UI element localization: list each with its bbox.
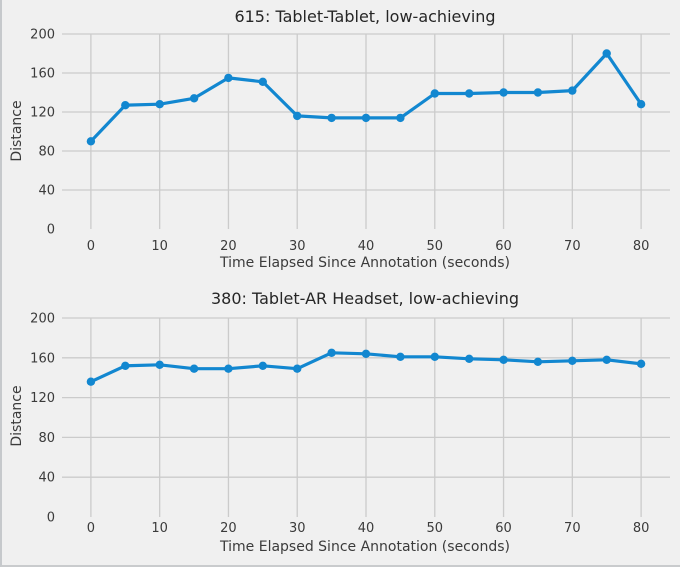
x-tick-label: 30 xyxy=(289,239,306,254)
data-point xyxy=(499,355,508,364)
data-point xyxy=(636,359,646,368)
data-point xyxy=(224,364,233,373)
chart-title: 615: Tablet-Tablet, low-achieving xyxy=(234,7,495,26)
y-tick-label: 40 xyxy=(38,184,55,199)
x-axis-label: Time Elapsed Since Annotation (seconds) xyxy=(219,539,510,555)
x-tick-label: 20 xyxy=(220,239,237,254)
y-tick-label: 80 xyxy=(38,145,55,160)
x-tick-label: 20 xyxy=(220,521,237,536)
y-tick-label: 200 xyxy=(30,28,55,43)
x-tick-label: 30 xyxy=(289,521,306,536)
data-point xyxy=(293,111,302,121)
x-tick-label: 0 xyxy=(87,521,95,536)
gridlines xyxy=(62,33,670,229)
data-point xyxy=(155,360,164,369)
x-tick-label: 0 xyxy=(87,239,95,254)
y-tick-label: 0 xyxy=(47,511,55,526)
x-tick-label: 60 xyxy=(495,521,512,536)
y-tick-label: 80 xyxy=(38,431,55,446)
chart-title: 380: Tablet-AR Headset, low-achieving xyxy=(211,289,519,308)
y-tick-label: 120 xyxy=(30,391,55,406)
y-axis-label: Distance xyxy=(9,385,25,446)
chart-tablet-tablet: 0 10 20 30 40 50 60 70 80 0 40 80 120 160 200 615: Ta… xyxy=(9,7,670,271)
data-point xyxy=(224,73,233,83)
data-point xyxy=(602,49,611,58)
data-point xyxy=(361,113,371,123)
data-point xyxy=(533,357,543,366)
x-tick-label: 70 xyxy=(564,239,581,254)
x-tick-label: 40 xyxy=(358,521,375,536)
data-point xyxy=(327,348,336,357)
y-axis-label: Distance xyxy=(9,100,25,161)
y-tick-label: 120 xyxy=(30,106,55,121)
data-point xyxy=(430,352,439,361)
data-point xyxy=(602,355,611,364)
y-tick-label: 0 xyxy=(47,223,55,238)
series-line-group xyxy=(86,348,646,386)
data-point xyxy=(533,88,543,97)
series-line-group xyxy=(86,49,646,146)
data-point xyxy=(86,377,96,386)
data-point xyxy=(121,361,130,370)
x-tick-labels: 0 10 20 30 40 50 60 70 80 xyxy=(87,521,650,536)
data-point xyxy=(636,100,646,109)
data-point xyxy=(189,94,199,103)
data-point xyxy=(361,349,371,358)
data-point xyxy=(258,361,267,370)
data-point xyxy=(86,137,96,146)
x-tick-label: 60 xyxy=(495,239,512,254)
y-tick-label: 40 xyxy=(38,471,55,486)
y-tick-labels: 0 40 80 120 160 200 xyxy=(30,28,55,238)
y-tick-labels: 0 40 80 120 160 200 xyxy=(30,312,55,526)
y-tick-label: 160 xyxy=(30,351,55,366)
data-point xyxy=(568,356,577,365)
chart-tablet-ar-headset: 0 10 20 30 40 50 60 70 80 0 40 80 120 160 200 380: Ta… xyxy=(9,289,670,555)
gridlines xyxy=(62,317,670,517)
data-point xyxy=(465,89,474,98)
x-tick-label: 50 xyxy=(427,521,444,536)
x-tick-label: 80 xyxy=(633,239,650,254)
x-tick-label: 10 xyxy=(151,521,168,536)
data-point xyxy=(155,100,164,109)
x-tick-label: 80 xyxy=(633,521,650,536)
data-point xyxy=(396,113,405,123)
x-tick-label: 10 xyxy=(151,239,168,254)
data-point xyxy=(465,354,474,363)
data-point xyxy=(121,101,130,110)
data-point xyxy=(293,364,302,373)
data-point xyxy=(189,364,199,373)
y-tick-label: 200 xyxy=(30,312,55,327)
data-point xyxy=(327,113,336,123)
data-point xyxy=(430,89,439,98)
data-point xyxy=(568,86,577,95)
data-point xyxy=(499,88,508,97)
data-point xyxy=(258,77,267,87)
x-tick-labels: 0 10 20 30 40 50 60 70 80 xyxy=(87,239,650,254)
y-tick-label: 160 xyxy=(30,67,55,82)
x-tick-label: 40 xyxy=(358,239,375,254)
data-point xyxy=(396,352,405,361)
x-tick-label: 50 xyxy=(427,239,444,254)
x-axis-label: Time Elapsed Since Annotation (seconds) xyxy=(219,255,510,271)
x-tick-label: 70 xyxy=(564,521,581,536)
